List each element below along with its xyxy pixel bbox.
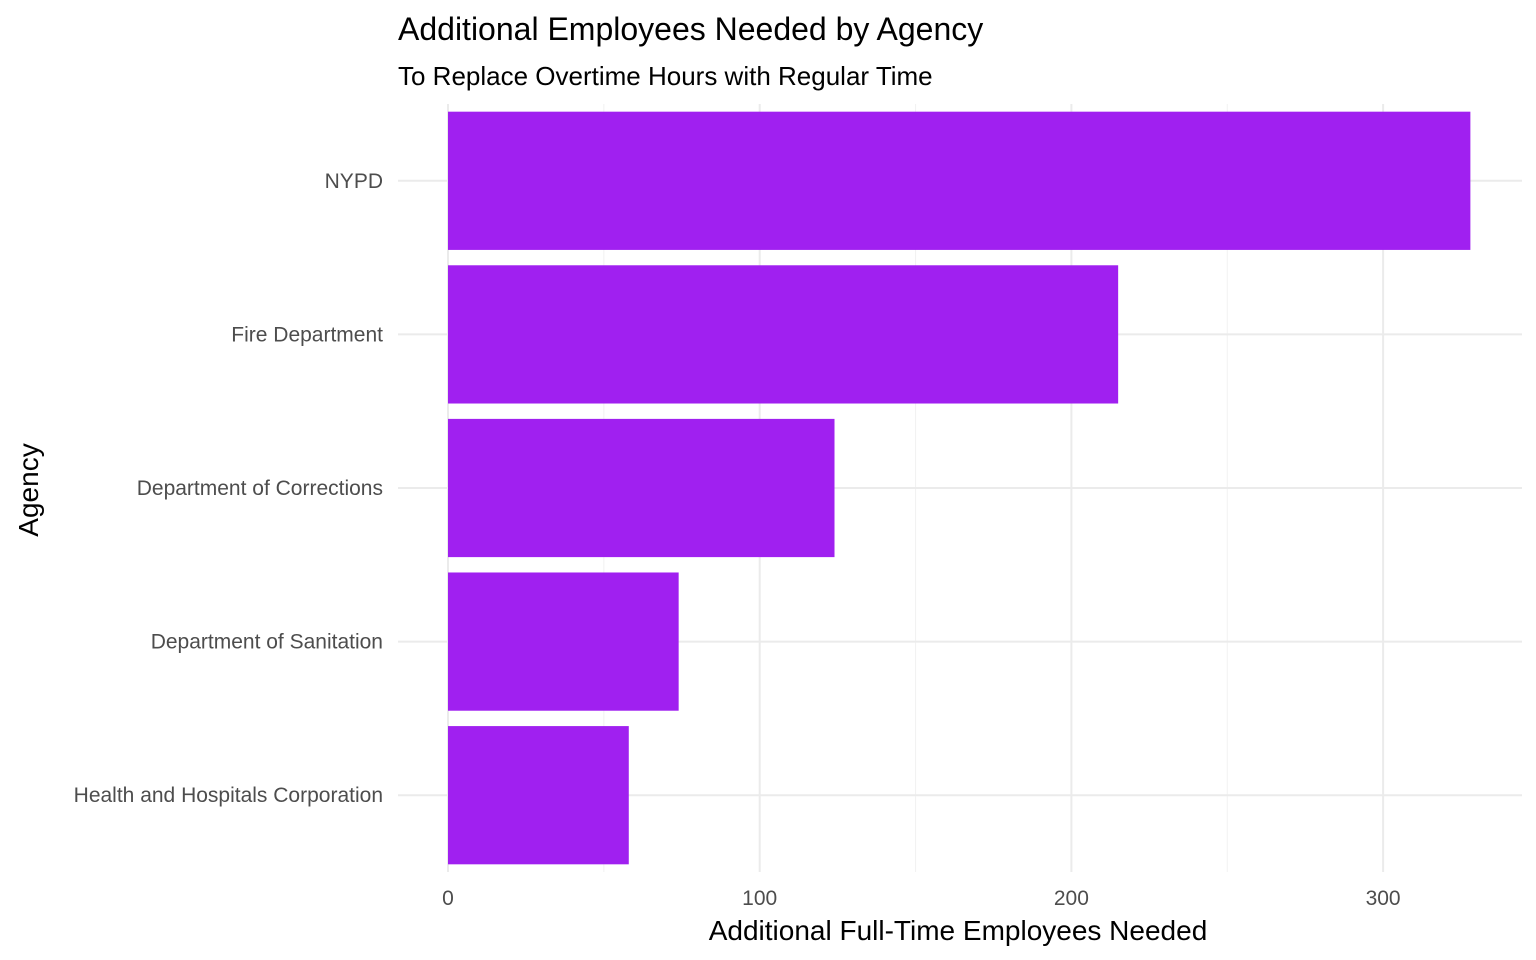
x-tick-label: 300 — [1366, 887, 1401, 910]
y-axis-title: Agency — [13, 443, 44, 536]
x-axis-title: Additional Full-Time Employees Needed — [709, 915, 1208, 946]
chart-title: Additional Employees Needed by Agency — [398, 11, 983, 47]
x-tick-labels: 0 100 200 300 — [442, 887, 1400, 910]
bar — [448, 572, 679, 711]
y-tick-label: Department of Corrections — [137, 477, 383, 500]
bar — [448, 726, 629, 865]
chart-subtitle: To Replace Overtime Hours with Regular T… — [398, 61, 933, 91]
y-tick-label: Health and Hospitals Corporation — [74, 784, 383, 807]
y-tick-label: NYPD — [325, 170, 383, 193]
bars-group — [448, 111, 1471, 865]
y-tick-label: Department of Sanitation — [151, 631, 383, 654]
bar — [448, 265, 1119, 404]
bar — [448, 111, 1471, 250]
bar — [448, 418, 835, 558]
y-tick-label: Fire Department — [231, 323, 383, 346]
y-tick-labels: NYPD Fire Department Department of Correct… — [74, 170, 384, 807]
x-tick-label: 200 — [1054, 887, 1089, 910]
x-tick-label: 0 — [442, 887, 454, 910]
x-tick-label: 100 — [742, 887, 777, 910]
